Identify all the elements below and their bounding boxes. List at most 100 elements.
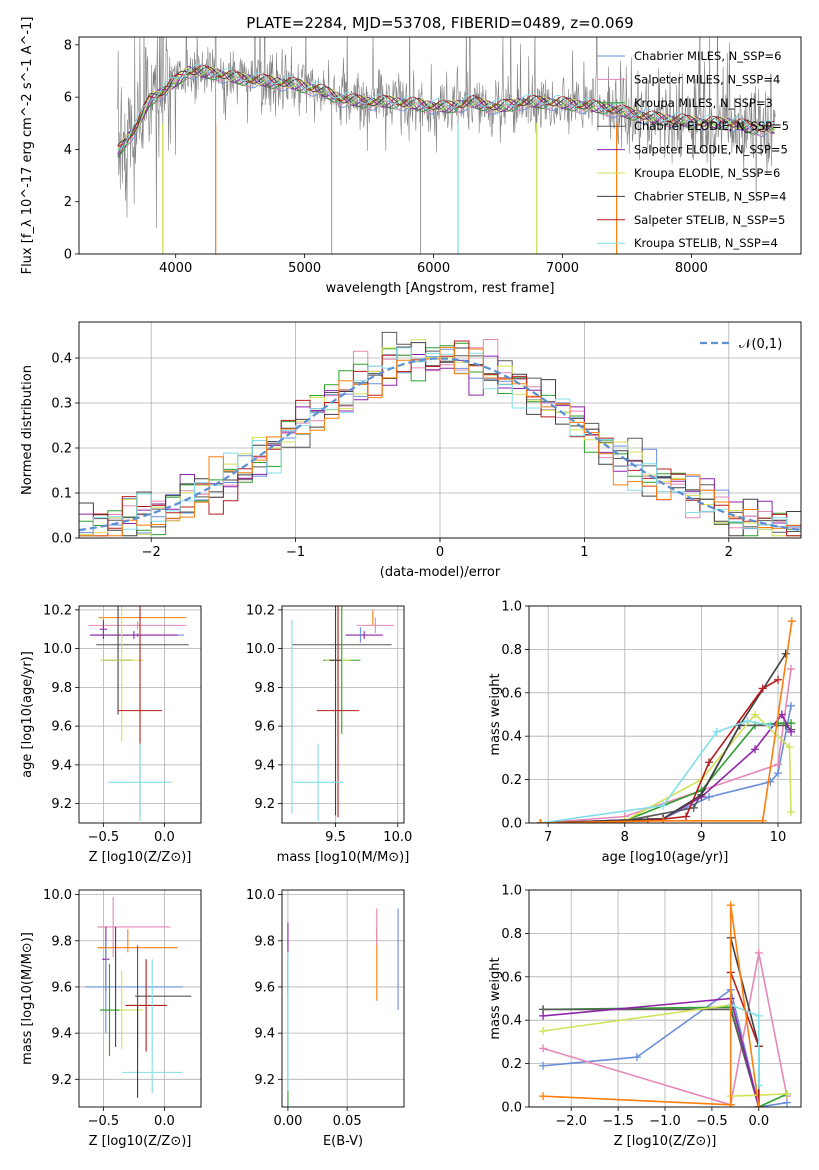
y-tick-label: 0.1 <box>51 487 72 502</box>
x-axis-label: mass [log10(M/M⊙)] <box>277 850 410 865</box>
legend-label: Chabrier ELODIE, N_SSP=5 <box>634 119 789 133</box>
y-tick-label: 0.6 <box>501 686 522 701</box>
legend-label: Kroupa MILES, N_SSP=3 <box>634 96 773 110</box>
point-marker <box>659 801 668 810</box>
y-axis-label: mass weight <box>488 673 503 755</box>
model-spectrum <box>117 69 775 153</box>
axes-frame <box>528 889 802 1108</box>
point-marker <box>782 1089 791 1098</box>
y-tick-label: 0.8 <box>501 643 522 658</box>
normal-reference-curve <box>79 357 801 532</box>
legend-label: Kroupa ELODIE, N_SSP=6 <box>634 166 780 180</box>
x-tick-label: −1.0 <box>649 1114 681 1129</box>
y-tick-label: 10.2 <box>246 603 275 618</box>
y-tick-label: 10.0 <box>246 642 275 657</box>
panel-mass-vs-Z: −0.5 0.0 9.2 9.4 9.6 9.8 10.0 Z [log10(Z/Z⊙)] ma… <box>20 888 202 1149</box>
error-bar-point <box>99 619 108 639</box>
axes-frame <box>78 889 202 1108</box>
point-marker <box>785 743 794 752</box>
y-tick-label: 0.0 <box>501 1101 522 1116</box>
y-tick-label: 0.4 <box>501 730 522 745</box>
x-tick-label: 5000 <box>288 261 321 276</box>
axes-frame <box>78 605 202 824</box>
x-axis-label: Z [log10(Z/Z⊙)] <box>89 850 192 865</box>
y-axis-label: Normed distribution <box>20 365 35 495</box>
axes-frame <box>281 605 405 824</box>
x-axis-label: (data-model)/error <box>380 565 501 580</box>
panel-mass-vs-EBV: 0.00 0.05 9.2 9.4 9.6 9.8 10.0 E(B-V) <box>246 888 405 1149</box>
y-tick-label: 9.6 <box>254 720 275 735</box>
point-marker <box>539 1044 548 1053</box>
y-tick-label: 9.4 <box>254 1027 275 1042</box>
mass-weight-line <box>543 997 760 1107</box>
y-axis-label: mass [log10(M/M⊙)] <box>20 932 35 1065</box>
error-bar-point <box>356 617 395 634</box>
point-marker <box>754 1011 763 1020</box>
y-tick-label: 9.8 <box>254 934 275 949</box>
x-tick-label: −1 <box>286 545 305 560</box>
x-tick-label: 1 <box>580 545 588 560</box>
legend-label: Salpeter MILES, N_SSP=4 <box>634 72 780 86</box>
panel-age-vs-mass: 9.5 10.0 9.2 9.4 9.6 9.8 10.0 10.2 mass [log10(M… <box>246 603 412 865</box>
error-bar-point <box>316 606 360 818</box>
y-tick-label: 6 <box>64 91 72 106</box>
x-tick-label: 6000 <box>417 261 450 276</box>
error-bar-point <box>125 959 167 1052</box>
x-tick-label: 0.0 <box>748 1114 769 1129</box>
y-axis-label: age [log10(age/yr)] <box>20 651 35 778</box>
mass-weight-line <box>540 713 792 823</box>
legend-label: Chabrier STELIB, N_SSP=4 <box>634 189 786 203</box>
y-tick-label: 10.0 <box>43 642 72 657</box>
point-marker <box>751 745 760 754</box>
point-marker <box>758 684 767 693</box>
point-marker <box>743 717 752 726</box>
point-marker <box>705 758 714 767</box>
x-axis-label: Z [log10(Z/Z⊙)] <box>89 1134 192 1149</box>
chart-title: PLATE=2284, MJD=53708, FIBERID=0489, z=0… <box>246 14 633 32</box>
x-axis-label: wavelength [Angstrom, rest frame] <box>326 281 555 296</box>
point-marker <box>766 721 775 730</box>
point-marker <box>705 792 714 801</box>
point-marker <box>787 617 796 626</box>
y-tick-label: 0 <box>64 248 72 263</box>
axes-frame <box>78 321 802 539</box>
mass-weight-line <box>540 668 792 823</box>
error-bar-point <box>88 621 187 630</box>
point-marker <box>689 803 698 812</box>
point-marker <box>758 816 767 823</box>
x-tick-label: 0 <box>436 545 444 560</box>
x-tick-label: 9.5 <box>325 830 346 845</box>
point-marker <box>787 701 796 710</box>
point-marker <box>539 1011 548 1020</box>
x-tick-label: 8000 <box>675 261 708 276</box>
x-tick-label: −1.5 <box>602 1114 634 1129</box>
x-axis-label: age [log10(age/yr)] <box>602 850 729 865</box>
error-bar-point <box>89 631 178 639</box>
y-tick-label: 0.4 <box>501 1014 522 1029</box>
point-marker <box>726 1100 735 1107</box>
point-marker <box>787 727 796 736</box>
panel-massweight-vs-age: 7 8 9 10 0.0 0.2 0.4 0.6 0.8 1.0 age [log10(age/yr… <box>488 600 802 865</box>
axes-frame <box>78 36 802 255</box>
y-tick-label: 0.3 <box>51 397 72 412</box>
point-marker <box>539 1027 548 1036</box>
point-marker <box>712 727 721 736</box>
plot-area <box>117 37 776 254</box>
y-tick-label: 0.2 <box>501 773 522 788</box>
point-marker <box>777 710 786 719</box>
x-tick-label: −2 <box>142 545 161 560</box>
y-tick-label: 9.6 <box>51 980 72 995</box>
plot-area <box>88 606 189 822</box>
model-spectrum <box>117 67 775 158</box>
plot-area <box>536 617 796 823</box>
plot-area <box>539 901 791 1107</box>
x-tick-label: 0.00 <box>273 1114 302 1129</box>
legend-label: Chabrier MILES, N_SSP=6 <box>634 49 781 63</box>
model-spectrum <box>117 67 776 150</box>
legend-label: Salpeter STELIB, N_SSP=5 <box>634 213 785 227</box>
x-tick-label: 0.0 <box>154 830 175 845</box>
point-marker <box>632 1053 641 1062</box>
point-marker <box>754 1103 763 1107</box>
axes-frame <box>281 889 405 1108</box>
